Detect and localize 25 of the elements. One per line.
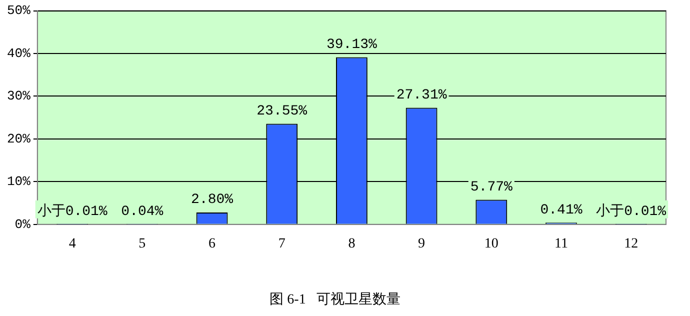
x-tick-label: 5 <box>138 236 146 252</box>
x-tick-label: 12 <box>624 236 638 252</box>
y-tick-label: 0% <box>14 216 31 232</box>
data-label: 小于0.01% <box>37 203 108 220</box>
y-tick-label: 20% <box>7 131 31 146</box>
data-label: 23.55% <box>256 104 308 120</box>
y-tick-label: 10% <box>7 174 31 190</box>
x-tick-label: 9 <box>418 236 426 252</box>
data-label: 27.31% <box>396 87 448 104</box>
data-label: 2.80% <box>191 192 234 208</box>
data-label: 0.41% <box>540 202 583 218</box>
x-tick-label: 6 <box>208 236 216 252</box>
x-tick-label: 7 <box>278 236 286 252</box>
data-label: 0.04% <box>121 204 164 220</box>
text: 图 6-1 可视卫星数量 <box>270 291 400 308</box>
y-tick-label: 40% <box>7 46 31 61</box>
data-label: 小于0.01% <box>596 203 667 220</box>
data-label: 39.13% <box>326 36 378 53</box>
x-tick-label: 11 <box>554 236 568 252</box>
x-tick-label: 8 <box>348 236 356 252</box>
x-tick-label: 4 <box>68 236 76 252</box>
y-tick-label: 30% <box>7 88 31 104</box>
x-tick-label: 10 <box>484 236 498 252</box>
data-label: 5.77% <box>470 179 513 196</box>
y-tick-label: 50% <box>7 3 31 18</box>
